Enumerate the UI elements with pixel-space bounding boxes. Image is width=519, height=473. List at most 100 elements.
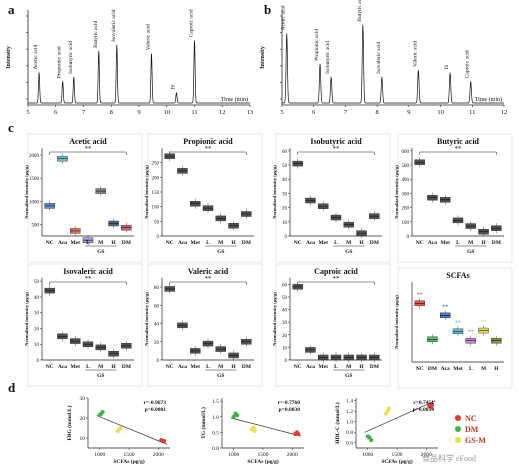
x-tick-label: 6 (312, 109, 316, 116)
x-tick-label: Met (453, 366, 463, 372)
x-tick-label: 6 (54, 109, 58, 116)
boxplot-2: Isobutyric acid 0 10 20 30 40 50 60 Normalized i… (272, 133, 391, 263)
x-tick-label: 7 (344, 109, 348, 116)
panel-frame (147, 263, 263, 387)
x-tick-label: M (346, 364, 352, 370)
x-axis-label: Time (min) (475, 96, 502, 103)
y-tick-label: 50 (282, 164, 288, 169)
x-tick-label: Aca (58, 240, 67, 246)
x-tick-label: 1500 (258, 452, 269, 458)
y-tick-label: 10 (282, 346, 288, 351)
y-tick-label: 100 (402, 221, 410, 226)
y-tick-label: 600 (402, 150, 410, 155)
x-axis-label: SCFAs (µg/g) (113, 458, 144, 465)
x-tick-label: NC (416, 240, 424, 246)
chart-title: SCFAs (446, 271, 469, 280)
x-tick-label: L (86, 240, 90, 246)
x-tick-label: 2000 (287, 452, 298, 458)
y-axis-label: HDL-C (mmol/L) (334, 402, 341, 444)
y-tick-label: 30 (34, 312, 40, 317)
y-axis-label: TG (mmol/L) (200, 407, 207, 439)
y-tick-label: 1500 (29, 177, 40, 182)
y-tick-label: 50 (34, 280, 40, 285)
point-DM (369, 438, 374, 443)
y-axis-label: Normalized intensity (µg/g) (394, 295, 399, 349)
y-tick-label: 1.2 (346, 409, 353, 415)
y-tick-label: 0.8 (346, 430, 353, 436)
legend: NC DM GS-M (455, 414, 486, 445)
point-GS-M (115, 429, 120, 433)
panel-frame (397, 267, 513, 389)
significance-mark: ** (468, 330, 474, 336)
y-tick-label: 0 (157, 359, 160, 364)
boxplot-0: Acetic acid 500 1000 1500 2000 Normalized int… (24, 133, 143, 263)
significance-mark: ** (455, 320, 461, 326)
boxplot-7: SCFAs Normalized intensity (µg/g) NC ** DM Ac… (394, 267, 513, 389)
subgroup-label: GS (345, 373, 352, 379)
y-tick-label: 1.5 (212, 399, 219, 405)
x-tick-label: 7 (82, 109, 86, 116)
x-tick-label: Aca (178, 364, 187, 370)
x-tick-label: L (206, 240, 210, 246)
x-tick-label: Met (318, 364, 328, 370)
x-tick-label: 11 (191, 109, 197, 116)
y-tick-label: 1000 (29, 200, 40, 205)
r-value: r=0.7451 (413, 400, 434, 406)
panel-label-a: a (8, 2, 15, 17)
r-value: r=-0.9673 (143, 400, 166, 406)
x-tick-label: 2000 (153, 452, 164, 458)
x-tick-label: L (456, 240, 460, 246)
x-tick-label: NC (294, 240, 302, 246)
x-tick-label: NC (416, 366, 424, 372)
panel-frame (27, 263, 143, 387)
chart-title: Isobutyric acid (310, 137, 362, 146)
chromatogram-a: Intensity 5 6 7 8 9 10 11 12 13 Acetic acid Propion… (6, 9, 253, 116)
x-tick-label: 1000 (228, 452, 239, 458)
significance-label: ** (205, 275, 213, 283)
y-tick-label: 0 (157, 235, 160, 240)
peak-label: Caproic acid (465, 50, 471, 78)
y-tick-label: 200 (152, 176, 160, 181)
x-tick-label: Met (440, 240, 450, 246)
scatter-0: 10 20 30 1000 1500 2000 SCFAs (µg/g) FBG (mmol/… (66, 396, 170, 465)
watermark: 食品科学 eFood (422, 453, 476, 463)
x-tick-label: Aca (441, 366, 450, 372)
x-tick-label: L (469, 366, 473, 372)
y-tick-label: 60 (154, 304, 160, 309)
point-NC (294, 430, 299, 435)
legend-marker-GS-M (455, 437, 461, 443)
x-tick-label: M (218, 240, 224, 246)
y-axis-label: Normalized intensity (µg/g) (272, 292, 277, 346)
point-NC (428, 404, 433, 409)
y-tick-label: 60 (282, 283, 288, 288)
peak-label: Isobutyric acid (68, 41, 74, 74)
x-tick-label: Aca (306, 240, 315, 246)
x-tick-label: L (334, 240, 338, 246)
p-value: p=0.0030 (279, 407, 301, 413)
x-tick-label: 2000 (421, 452, 432, 458)
y-tick-label: 10 (80, 436, 86, 442)
x-tick-label: H (231, 364, 236, 370)
x-tick-label: H (494, 366, 499, 372)
y-tick-label: 60 (282, 150, 288, 155)
x-tick-label: 5 (26, 109, 29, 116)
subgroup-label: GS (217, 373, 224, 379)
panel-frame (147, 133, 263, 263)
y-axis-label: Normalized intensity (µg/g) (24, 165, 29, 219)
legend-marker-DM (455, 426, 461, 432)
peak-label: Acetic acid (281, 5, 287, 30)
y-axis-label: Normalized intensity (µg/g) (24, 292, 29, 346)
x-tick-label: 1000 (94, 452, 105, 458)
x-axis-label: Time (min) (221, 96, 248, 103)
significance-mark: ** (481, 320, 487, 326)
x-tick-label: 10 (437, 109, 444, 116)
x-tick-label: Aca (428, 240, 437, 246)
y-tick-label: 40 (154, 323, 160, 328)
chart-title: Propionic acid (183, 137, 233, 146)
peak-label: Butyric acid (93, 21, 99, 48)
x-tick-label: 11 (469, 109, 475, 116)
y-tick-label: 0.6 (346, 441, 353, 447)
x-tick-label: 9 (407, 109, 410, 116)
x-tick-label: M (218, 364, 224, 370)
x-tick-label: 8 (110, 109, 113, 116)
